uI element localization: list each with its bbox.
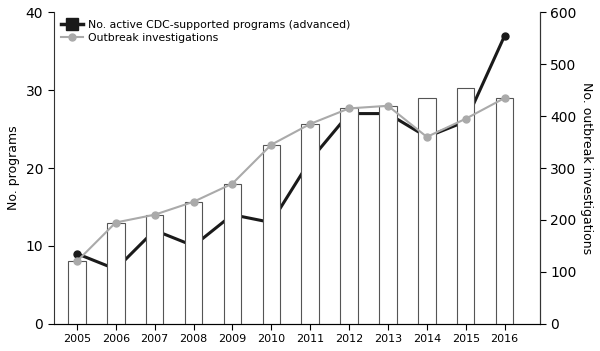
Bar [457, 88, 475, 324]
Bar [68, 261, 86, 324]
Bar [224, 184, 241, 324]
Legend: No. active CDC-supported programs (advanced), Outbreak investigations: No. active CDC-supported programs (advan… [59, 18, 353, 45]
Bar [496, 98, 514, 324]
Bar [418, 98, 436, 324]
Bar [379, 106, 397, 324]
Y-axis label: No. outbreak investigations: No. outbreak investigations [580, 82, 593, 254]
Bar [340, 108, 358, 324]
Bar [263, 145, 280, 324]
Bar [107, 223, 125, 324]
Bar [301, 124, 319, 324]
Y-axis label: No. programs: No. programs [7, 126, 20, 210]
Bar [185, 202, 202, 324]
Bar [146, 215, 163, 324]
